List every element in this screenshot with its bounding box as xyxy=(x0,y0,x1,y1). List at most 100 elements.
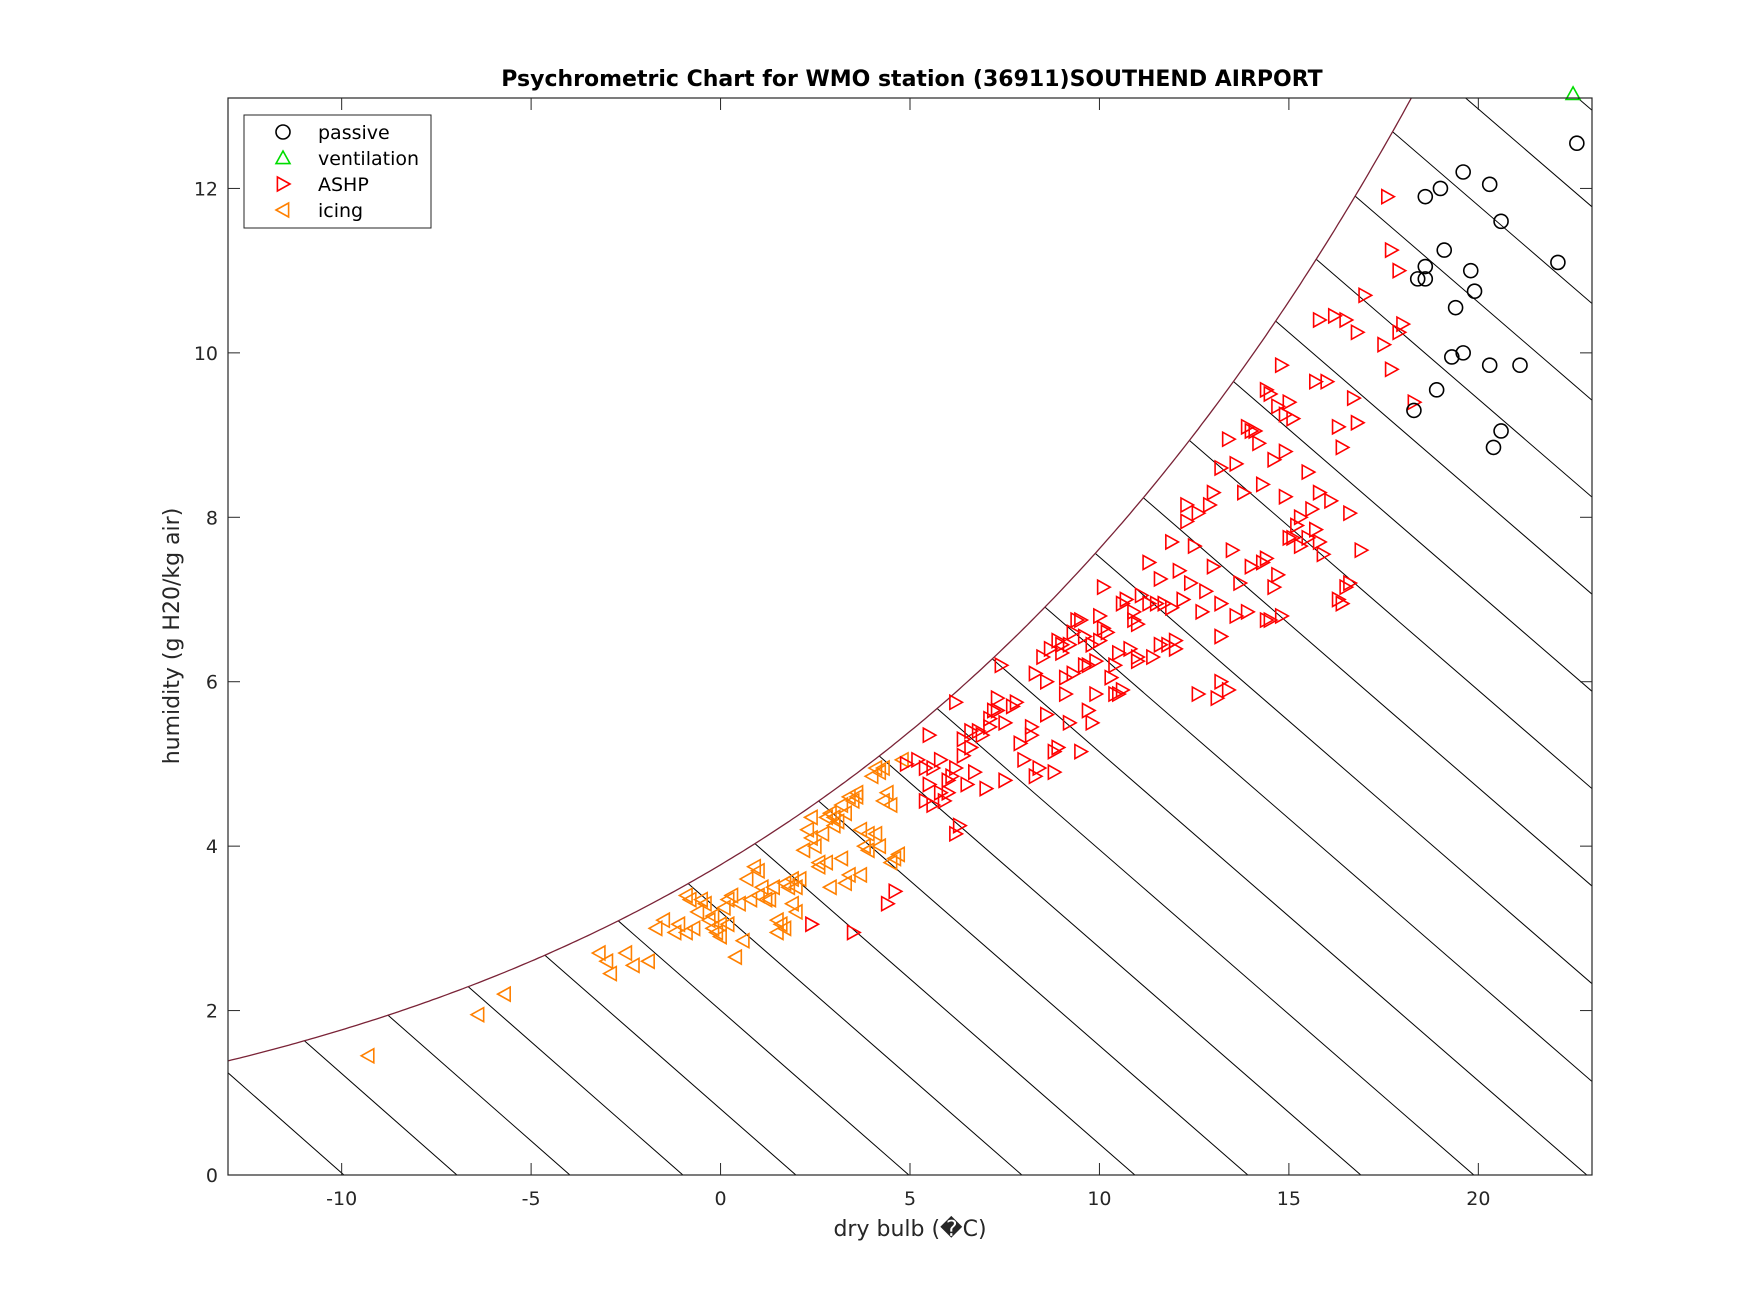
ashp-point xyxy=(1028,767,1044,785)
ashp-point xyxy=(975,726,991,744)
enthalpy-line xyxy=(818,800,1249,1175)
ashp-point xyxy=(926,759,942,777)
ashp-point xyxy=(1165,533,1181,551)
enthalpy-line xyxy=(228,1072,345,1175)
icing-point xyxy=(624,956,640,974)
icing-point xyxy=(711,915,727,933)
ashp-point xyxy=(1142,554,1158,571)
ashp-point xyxy=(1335,439,1351,456)
enthalpy-line xyxy=(617,920,910,1175)
ashp-point xyxy=(1282,529,1298,547)
ashp-point xyxy=(926,796,942,814)
legend-passive-marker xyxy=(275,124,291,140)
ashp-point xyxy=(1214,595,1230,612)
ashp-point xyxy=(1240,603,1256,621)
ashp-point xyxy=(1157,595,1173,612)
ashp-point xyxy=(1229,455,1245,473)
ashp-point xyxy=(1195,603,1211,621)
ashp-point xyxy=(979,780,995,797)
ashp-point xyxy=(1255,554,1272,571)
icing-point xyxy=(727,948,743,966)
enthalpy-line xyxy=(1044,606,1592,1083)
icing-point xyxy=(833,796,849,814)
icing-point xyxy=(893,751,909,769)
icing-point xyxy=(689,903,705,921)
ashp-point xyxy=(922,726,938,744)
passive-point xyxy=(1417,258,1434,275)
passive-point xyxy=(1569,135,1585,152)
legend-passive-label: passive xyxy=(318,122,390,144)
ashp-point xyxy=(1176,591,1192,608)
ashp-point xyxy=(1168,640,1184,658)
ashp-point xyxy=(1191,504,1207,522)
icing-point xyxy=(704,907,720,925)
ashp-point xyxy=(1286,410,1302,427)
ashp-point xyxy=(933,784,949,802)
ashp-point xyxy=(1009,693,1025,711)
x-tick-label: -5 xyxy=(522,1188,541,1210)
ashp-point xyxy=(1191,685,1207,703)
ashp-point xyxy=(990,702,1006,719)
icing-point xyxy=(799,821,815,839)
ashp-point xyxy=(1066,665,1082,682)
passive-point xyxy=(1481,176,1498,193)
ashp-point xyxy=(1392,323,1408,341)
ashp-point xyxy=(1384,241,1400,259)
passive-point xyxy=(1493,213,1509,230)
icing-point xyxy=(848,788,864,806)
icing-point xyxy=(783,895,799,913)
ashp-point xyxy=(1407,393,1423,411)
ashp-point xyxy=(918,759,934,777)
legend: passive ventilation ASHP icing xyxy=(243,114,432,229)
ashp-point xyxy=(986,702,1003,719)
passive-point xyxy=(1493,423,1509,439)
enthalpy-line xyxy=(1315,258,1592,498)
icing-point xyxy=(734,932,750,950)
ashp-point xyxy=(1286,529,1302,547)
ashp-point xyxy=(1312,484,1328,501)
ashp-point xyxy=(1100,624,1116,641)
ashp-point xyxy=(1040,706,1056,723)
ashp-point xyxy=(1043,640,1059,658)
passive-point xyxy=(1485,439,1502,456)
ashp-point xyxy=(1293,537,1309,555)
ashp-point xyxy=(805,915,821,933)
icing-point xyxy=(802,809,818,826)
icing-point xyxy=(821,878,837,896)
icing-point xyxy=(655,911,671,929)
icing-point xyxy=(817,854,834,871)
icing-point xyxy=(590,944,606,962)
ashp-point xyxy=(1278,488,1294,506)
ashp-point xyxy=(1214,673,1230,691)
icing-point xyxy=(859,841,875,859)
icing-point xyxy=(810,854,826,871)
ashp-point xyxy=(1108,685,1124,703)
ashp-point xyxy=(1127,603,1143,621)
ashp-point xyxy=(1214,628,1230,645)
icing-point xyxy=(757,891,773,908)
ashp-point xyxy=(1153,636,1169,654)
ashp-point xyxy=(922,776,938,793)
ashp-point xyxy=(1077,628,1093,645)
ashp-point xyxy=(1062,636,1078,654)
icing-point xyxy=(882,854,898,871)
ashp-point xyxy=(1017,751,1033,769)
ashp-point xyxy=(1327,307,1344,325)
ashp-point xyxy=(941,772,957,789)
enthalpy-line xyxy=(1233,381,1592,692)
ashp-point xyxy=(1096,578,1112,596)
icing-point xyxy=(836,804,852,822)
icing-point xyxy=(723,887,739,904)
x-tick-label: 20 xyxy=(1466,1188,1490,1210)
ashp-point xyxy=(1301,529,1317,547)
passive-point xyxy=(1512,357,1528,373)
ashp-point xyxy=(1130,648,1146,666)
ashp-point xyxy=(1199,582,1215,600)
icing-point xyxy=(685,919,701,937)
ventilation-point xyxy=(1564,85,1582,101)
ashp-point xyxy=(1047,743,1063,760)
enthalpy-line xyxy=(387,1014,571,1175)
ashp-point xyxy=(1339,578,1355,596)
y-axis-label: humidity (g H20/kg air) xyxy=(160,508,185,765)
ashp-point xyxy=(1115,595,1131,612)
